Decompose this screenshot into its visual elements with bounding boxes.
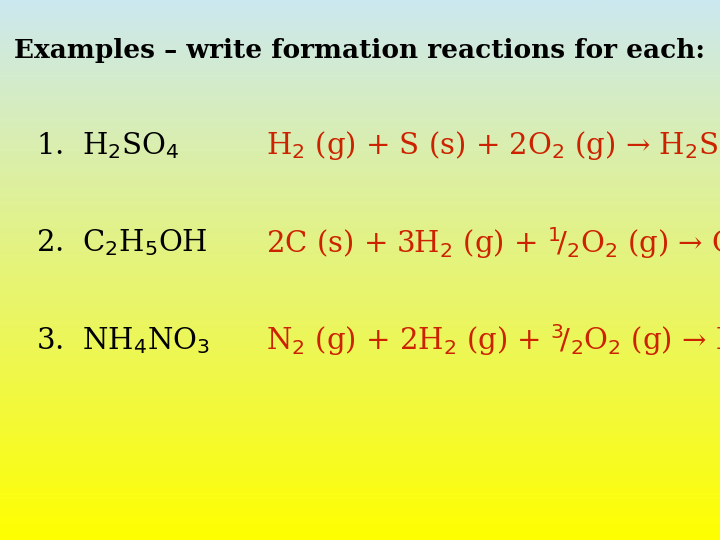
Text: H$_2$ (g) + S (s) + 2O$_2$ (g) → H$_2$SO$_4$: H$_2$ (g) + S (s) + 2O$_2$ (g) → H$_2$SO… xyxy=(266,129,720,163)
Text: N$_2$ (g) + 2H$_2$ (g) + $^3\!/_2$O$_2$ (g) → NH$_4$NO$_3$: N$_2$ (g) + 2H$_2$ (g) + $^3\!/_2$O$_2$ … xyxy=(266,322,720,358)
Text: 2.  C$_2$H$_5$OH: 2. C$_2$H$_5$OH xyxy=(36,227,207,259)
Text: Examples – write formation reactions for each:: Examples – write formation reactions for… xyxy=(14,38,706,63)
Text: 3.  NH$_4$NO$_3$: 3. NH$_4$NO$_3$ xyxy=(36,325,210,356)
Text: 2C (s) + 3H$_2$ (g) + $^1\!/_2$O$_2$ (g) → C$_2$H$_5$OH: 2C (s) + 3H$_2$ (g) + $^1\!/_2$O$_2$ (g)… xyxy=(266,225,720,261)
Text: 1.  H$_2$SO$_4$: 1. H$_2$SO$_4$ xyxy=(36,130,179,161)
